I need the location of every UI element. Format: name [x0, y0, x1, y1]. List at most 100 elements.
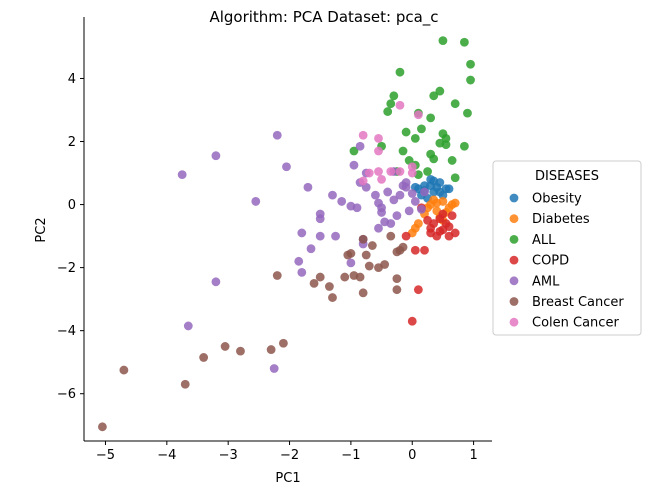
- series-colen-cancer: [358, 100, 423, 186]
- data-point: [420, 245, 429, 255]
- legend-marker: [509, 276, 519, 286]
- data-point: [444, 222, 454, 232]
- legend-marker: [509, 317, 519, 327]
- data-point: [361, 250, 371, 260]
- x-tick-label: −2: [280, 448, 299, 463]
- data-point: [355, 141, 365, 151]
- data-point: [450, 228, 460, 238]
- data-point: [426, 113, 436, 123]
- data-point: [358, 234, 368, 244]
- data-point: [392, 274, 402, 284]
- data-point: [349, 146, 359, 156]
- legend-frame: [492, 160, 642, 336]
- data-point: [450, 198, 460, 208]
- data-point: [459, 37, 469, 47]
- data-point: [413, 285, 423, 295]
- data-point: [374, 167, 383, 176]
- legend-marker: [509, 235, 519, 244]
- data-point: [340, 272, 350, 282]
- axes: −5 −4 −3 −2 −1 0 1 −6 −4 −2 0 2 4: [57, 17, 492, 463]
- data-point: [297, 228, 307, 238]
- data-point: [438, 36, 448, 46]
- data-point: [395, 100, 405, 110]
- legend-label: Colen Cancer: [532, 316, 619, 331]
- data-point: [410, 133, 420, 143]
- data-point: [364, 261, 374, 271]
- data-point: [220, 342, 230, 351]
- x-tick-label: −5: [96, 448, 115, 463]
- data-point: [374, 133, 383, 143]
- data-point: [429, 176, 439, 186]
- data-point: [459, 141, 469, 151]
- data-point: [423, 167, 432, 176]
- data-point: [466, 59, 475, 69]
- data-point: [407, 168, 417, 178]
- data-point: [358, 176, 368, 186]
- data-point: [450, 173, 460, 183]
- data-point: [303, 182, 313, 192]
- legend-marker: [509, 214, 519, 224]
- data-point: [269, 364, 279, 373]
- x-tick-label: −1: [341, 448, 360, 463]
- series-obesity: [410, 174, 454, 203]
- chart-title: Algorithm: PCA Dataset: pca_c: [209, 8, 438, 27]
- data-point: [441, 140, 451, 150]
- data-point: [355, 272, 365, 282]
- data-point: [389, 91, 399, 101]
- legend-label: COPD: [532, 254, 569, 269]
- data-point: [386, 99, 396, 109]
- x-tick-label: 0: [408, 448, 416, 463]
- data-point: [380, 260, 390, 269]
- data-point: [294, 256, 304, 266]
- data-point: [426, 223, 436, 233]
- data-point: [417, 204, 426, 214]
- legend-label: Breast Cancer: [532, 295, 624, 310]
- data-point: [407, 162, 417, 172]
- data-point: [444, 184, 454, 194]
- data-point: [272, 130, 282, 140]
- data-point: [438, 209, 448, 219]
- data-point: [211, 277, 221, 287]
- data-point: [410, 223, 420, 233]
- data-point: [328, 190, 337, 200]
- data-point: [278, 338, 288, 348]
- data-point: [315, 272, 325, 282]
- data-point: [398, 242, 408, 252]
- data-point: [389, 195, 399, 205]
- data-point: [395, 190, 405, 200]
- data-point: [395, 67, 405, 77]
- x-tick-label: 1: [469, 448, 477, 463]
- data-point: [417, 124, 426, 134]
- data-point: [328, 293, 337, 302]
- data-point: [266, 345, 276, 354]
- data-point: [272, 271, 282, 280]
- data-point: [346, 258, 356, 268]
- data-point: [401, 127, 411, 137]
- data-point: [435, 187, 445, 197]
- y-tick-label: 2: [68, 135, 76, 150]
- data-point: [251, 197, 261, 206]
- series-all: [349, 36, 475, 183]
- data-point: [423, 215, 432, 225]
- x-tick-label: −4: [157, 448, 176, 463]
- data-point: [364, 168, 374, 178]
- legend-label: AML: [532, 274, 560, 289]
- data-point: [349, 160, 359, 170]
- data-point: [331, 231, 340, 241]
- legend-marker: [509, 297, 519, 306]
- data-point: [392, 285, 402, 295]
- data-point: [315, 231, 325, 241]
- data-point: [432, 198, 442, 208]
- data-point: [315, 214, 325, 224]
- data-point: [429, 154, 439, 164]
- series-copd: [401, 203, 460, 326]
- data-point: [410, 245, 420, 255]
- data-point: [98, 422, 107, 432]
- y-tick-label: −2: [57, 261, 76, 276]
- data-point: [407, 189, 417, 198]
- data-point: [337, 197, 347, 206]
- y-tick-label: 4: [68, 72, 76, 87]
- legend-label: Diabetes: [532, 212, 590, 227]
- legend-marker: [509, 255, 519, 265]
- data-point: [183, 321, 193, 331]
